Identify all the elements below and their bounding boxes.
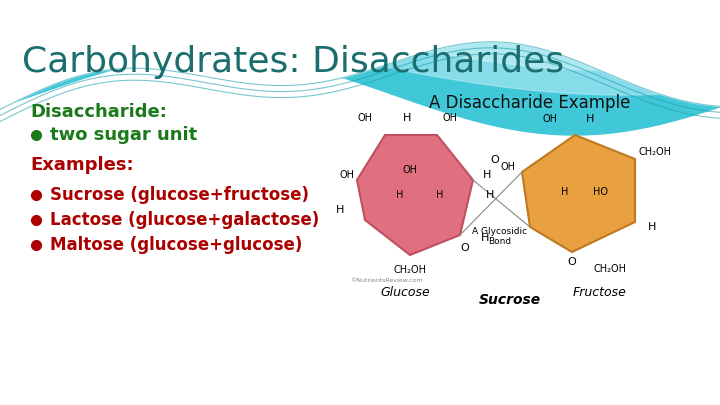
Text: O: O bbox=[567, 257, 577, 267]
Text: H: H bbox=[486, 190, 494, 200]
Text: Examples:: Examples: bbox=[30, 156, 134, 174]
Text: OH: OH bbox=[340, 170, 354, 180]
Text: CH₂OH: CH₂OH bbox=[394, 265, 426, 275]
Text: OH: OH bbox=[358, 113, 372, 123]
Text: Sucrose (glucose+fructose): Sucrose (glucose+fructose) bbox=[50, 186, 309, 204]
Text: two sugar unit: two sugar unit bbox=[50, 126, 197, 144]
Text: Lactose (glucose+galactose): Lactose (glucose+galactose) bbox=[50, 211, 319, 229]
Text: H: H bbox=[402, 113, 411, 123]
Text: O: O bbox=[490, 155, 500, 165]
Text: HO: HO bbox=[593, 187, 608, 197]
Text: Disaccharide:: Disaccharide: bbox=[30, 103, 167, 121]
Text: OH: OH bbox=[402, 165, 418, 175]
Text: A Disaccharide Example: A Disaccharide Example bbox=[429, 94, 631, 112]
Text: Glucose: Glucose bbox=[380, 286, 430, 300]
Text: OH: OH bbox=[542, 114, 557, 124]
Text: CH₂OH: CH₂OH bbox=[639, 147, 672, 157]
Text: OH: OH bbox=[443, 113, 457, 123]
Text: A Glycosidic: A Glycosidic bbox=[472, 228, 528, 237]
Text: H: H bbox=[396, 190, 404, 200]
Text: Fructose: Fructose bbox=[573, 286, 627, 300]
Text: H: H bbox=[562, 187, 569, 197]
Text: Maltose (glucose+glucose): Maltose (glucose+glucose) bbox=[50, 236, 302, 254]
Polygon shape bbox=[522, 135, 635, 252]
Text: Carbohydrates: Disaccharides: Carbohydrates: Disaccharides bbox=[22, 45, 564, 79]
Polygon shape bbox=[357, 135, 473, 255]
Text: CH₂OH: CH₂OH bbox=[593, 264, 626, 274]
Text: Sucrose: Sucrose bbox=[479, 293, 541, 307]
Text: OH: OH bbox=[500, 162, 516, 172]
Text: H: H bbox=[648, 222, 656, 232]
Text: H: H bbox=[436, 190, 444, 200]
Text: H: H bbox=[483, 170, 491, 180]
Text: ©NutrientsReview.com: ©NutrientsReview.com bbox=[350, 277, 423, 283]
Text: H: H bbox=[481, 233, 489, 243]
Text: H: H bbox=[586, 114, 594, 124]
Text: Bond: Bond bbox=[488, 237, 512, 247]
Text: O: O bbox=[461, 243, 469, 253]
Text: H: H bbox=[336, 205, 344, 215]
